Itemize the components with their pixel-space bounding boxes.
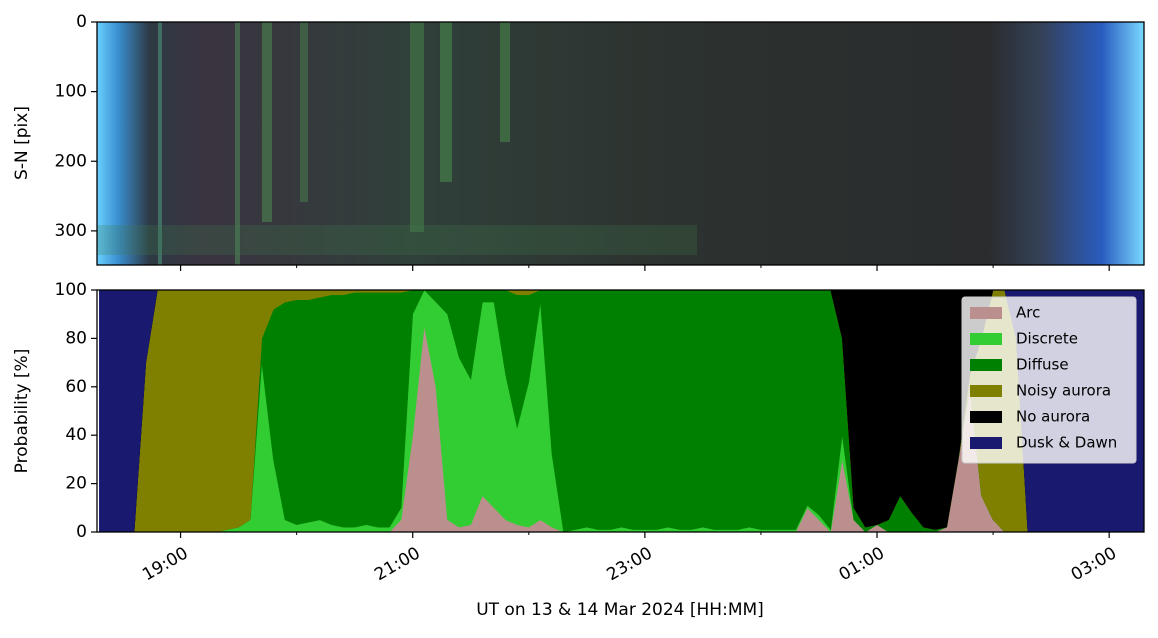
legend-label: Discrete [1016,330,1078,348]
bottom-y-label: Probability [%] [12,349,32,474]
legend-swatch [970,385,1002,397]
legend-swatch [970,307,1002,319]
top-frame [96,21,1145,266]
legend-label: Noisy aurora [1016,382,1111,400]
y-tick-label: 0 [76,522,87,542]
legend-label: No aurora [1016,408,1090,426]
y-tick-label: 20 [65,474,87,494]
x-tick-label: 01:00 [836,543,888,585]
x-tick-label: 21:00 [371,543,423,585]
legend-label: Arc [1016,304,1040,322]
y-tick-label: 200 [55,151,87,171]
x-tick-label: 03:00 [1068,543,1120,585]
legend-label: Dusk & Dawn [1016,434,1117,452]
y-tick-label: 100 [55,280,87,300]
y-tick-label: 60 [65,377,87,397]
legend-swatch [970,359,1002,371]
legend-label: Diffuse [1016,356,1069,374]
x-tick-label: 23:00 [603,543,655,585]
x-label: UT on 13 & 14 Mar 2024 [HH:MM] [476,600,764,620]
top-y-label: S-N [pix] [12,106,32,180]
bottom-frame [96,289,1145,533]
y-tick-label: 300 [55,221,87,241]
y-tick-label: 40 [65,425,87,445]
y-tick-label: 100 [55,82,87,102]
y-tick-label: 80 [65,328,87,348]
legend-box [961,296,1137,464]
legend-swatch [970,411,1002,423]
legend-swatch [970,437,1002,449]
y-tick-label: 0 [76,12,87,32]
legend: Arc Discrete Diffuse Noisy aurora No aurora D… [961,296,1137,464]
keogram-image [97,22,1144,265]
legend-swatch [970,333,1002,345]
x-tick-label: 19:00 [139,543,191,585]
